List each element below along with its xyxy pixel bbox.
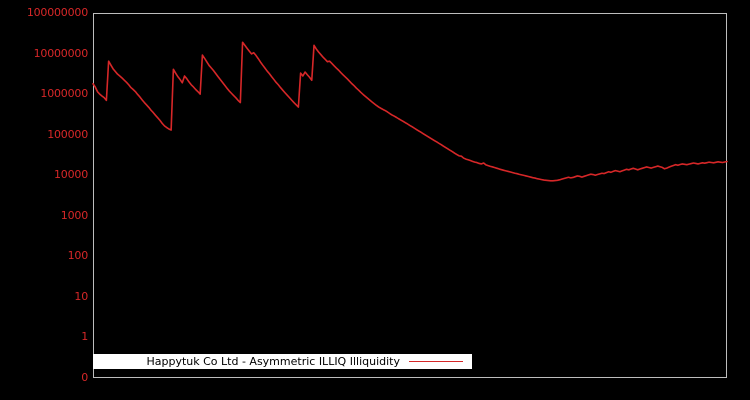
y-axis-tick-label: 10000000 <box>33 46 89 60</box>
y-axis-tick-label: 100000000 <box>26 6 88 19</box>
legend: Happytuk Co Ltd - Asymmetric ILLIQ Illiq… <box>93 354 472 369</box>
y-axis-tick-label: 1000 <box>60 208 88 222</box>
y-axis-tick-label: 100 <box>67 249 89 263</box>
y-axis-tick-labels: 100000000 10000000 1000000 100000 10000 1000 1… <box>0 0 88 400</box>
y-axis-tick-label: 10 <box>74 289 88 303</box>
y-axis-tick-label: 1 <box>81 330 88 344</box>
legend-label: Happytuk Co Ltd - Asymmetric ILLIQ Illiq… <box>146 355 400 368</box>
plot-area <box>93 13 727 378</box>
y-axis-tick-label: 10000 <box>54 168 88 182</box>
y-axis-tick-label: 1000000 <box>40 87 88 101</box>
legend-line-sample <box>409 361 463 362</box>
y-axis-tick-label: 100000 <box>47 127 88 141</box>
y-axis-tick-label: 0 <box>81 371 88 384</box>
